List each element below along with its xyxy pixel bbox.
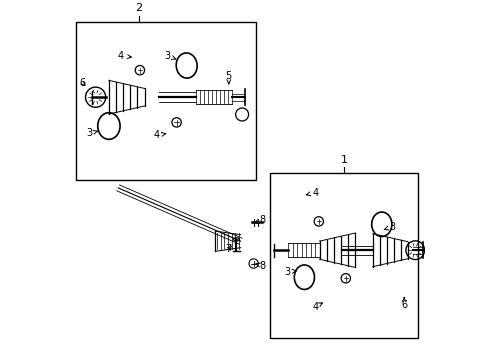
Text: 4: 4 xyxy=(312,302,322,312)
Text: 2: 2 xyxy=(135,3,143,13)
Text: 4: 4 xyxy=(306,188,318,198)
Text: 3: 3 xyxy=(165,51,176,61)
Text: 7: 7 xyxy=(226,244,232,254)
Text: 6: 6 xyxy=(401,297,407,310)
Bar xyxy=(76,22,256,180)
Text: 4: 4 xyxy=(118,51,131,61)
Ellipse shape xyxy=(233,238,239,241)
Text: 4: 4 xyxy=(154,130,166,140)
Text: 6: 6 xyxy=(79,78,85,88)
Text: 5: 5 xyxy=(226,71,232,84)
Text: 8: 8 xyxy=(256,261,266,271)
Text: 3: 3 xyxy=(284,267,296,277)
Text: 1: 1 xyxy=(341,154,347,165)
Bar xyxy=(270,173,418,338)
Text: 3: 3 xyxy=(384,222,395,232)
Text: 8: 8 xyxy=(254,215,266,225)
Text: 3: 3 xyxy=(86,128,98,138)
